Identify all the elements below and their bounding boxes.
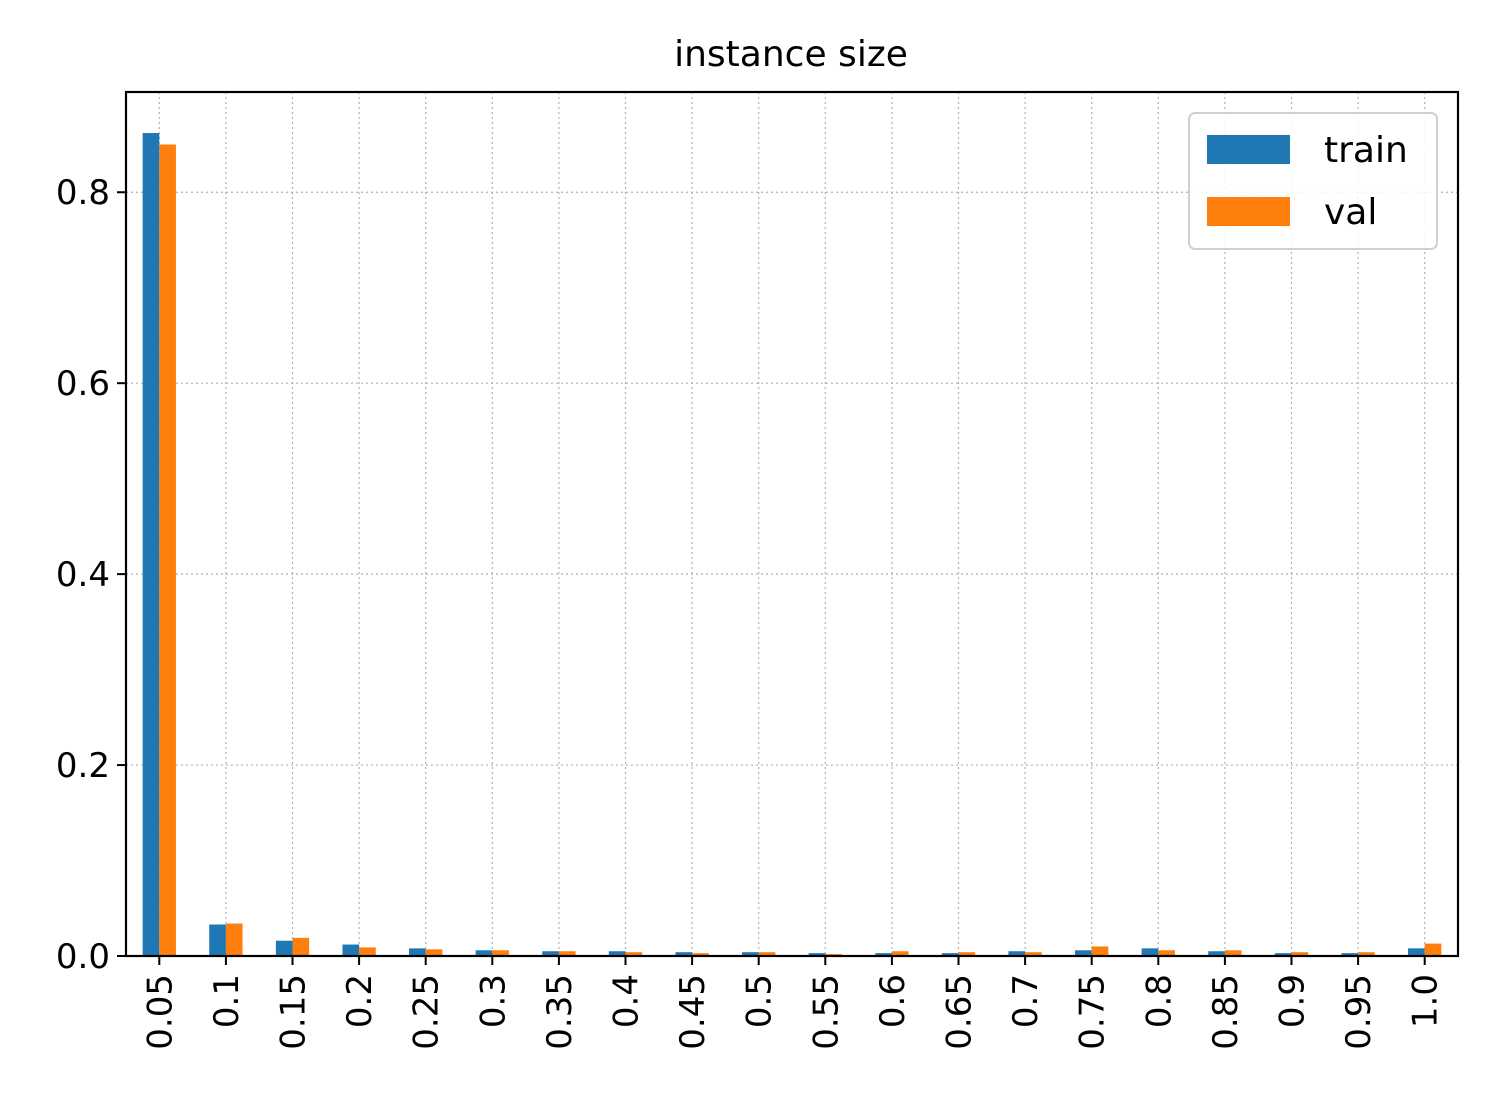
x-tick-label: 0.35 [540, 974, 580, 1050]
bar-val-0.25 [425, 949, 443, 956]
bar-train-0.2 [342, 944, 360, 956]
x-tick-label: 0.1 [207, 974, 247, 1028]
legend: train val [1188, 112, 1438, 250]
x-tick-label: 0.8 [1139, 974, 1179, 1028]
bar-train-0.25 [409, 948, 426, 956]
x-tick-label: 0.9 [1273, 974, 1313, 1028]
x-tick-label: 0.3 [473, 974, 513, 1028]
bar-train-0.35 [542, 951, 559, 956]
bar-train-0.3 [475, 950, 493, 956]
bar-val-0.8 [1158, 950, 1175, 956]
x-tick-label: 0.5 [740, 974, 780, 1028]
bar-val-0.6 [891, 951, 909, 956]
bar-val-1.0 [1424, 943, 1442, 956]
bar-val-0.5 [758, 952, 776, 956]
bar-train-0.5 [742, 952, 759, 956]
bar-train-0.85 [1208, 951, 1225, 956]
y-tick-label: 0.0 [56, 937, 110, 977]
chart-title: instance size [674, 34, 908, 75]
bar-train-0.15 [275, 940, 293, 956]
plot-frame [124, 90, 1460, 958]
x-tick-label: 0.85 [1206, 974, 1246, 1050]
x-tick-label: 0.05 [140, 974, 180, 1050]
x-tick-label: 0.25 [407, 974, 447, 1050]
bar-train-0.9 [1274, 953, 1292, 956]
x-tick-label: 0.75 [1073, 974, 1113, 1050]
legend-swatch-train [1207, 135, 1290, 164]
bar-val-0.35 [558, 951, 576, 956]
x-tick-label: 0.15 [274, 974, 314, 1050]
y-tick-label: 0.2 [56, 746, 110, 786]
bar-train-0.95 [1341, 953, 1359, 956]
bar-train-0.65 [941, 953, 959, 956]
x-tick-label: 0.6 [873, 974, 913, 1028]
bar-train-0.7 [1008, 951, 1026, 956]
bar-val-0.9 [1291, 952, 1309, 956]
y-tick-label: 0.8 [56, 173, 110, 213]
legend-swatch-val [1207, 197, 1290, 226]
bar-val-0.15 [292, 937, 310, 956]
bar-val-0.85 [1224, 950, 1242, 956]
x-tick-label: 0.7 [1006, 974, 1046, 1028]
bar-train-0.1 [209, 924, 226, 956]
bar-val-0.3 [492, 950, 509, 956]
bar-train-0.55 [808, 953, 826, 956]
bar-train-0.05 [142, 133, 160, 956]
bar-train-0.75 [1075, 950, 1092, 956]
x-tick-label: 0.65 [940, 974, 980, 1050]
x-tick-label: 1.0 [1406, 974, 1446, 1028]
y-tick-label: 0.4 [56, 555, 110, 595]
x-tick-label: 0.4 [607, 974, 647, 1028]
bar-train-0.4 [608, 951, 626, 956]
bar-train-0.6 [875, 953, 892, 956]
bar-val-0.05 [159, 144, 176, 956]
bar-val-0.1 [225, 923, 243, 956]
bar-train-1.0 [1408, 948, 1425, 956]
x-axis: 0.05 0.1 0.15 0.2 0.25 0.3 0.35 0.4 0.45 0.5 0.55 0… [140, 956, 1446, 1050]
bar-val-0.95 [1358, 952, 1375, 956]
legend-label-train: train [1324, 130, 1408, 171]
y-tick-label: 0.6 [56, 364, 110, 404]
bars [142, 133, 1442, 956]
bar-val-0.7 [1025, 952, 1042, 956]
x-tick-label: 0.95 [1339, 974, 1379, 1050]
bar-val-0.75 [1091, 946, 1109, 956]
x-tick-label: 0.45 [673, 974, 713, 1050]
x-tick-label: 0.55 [806, 974, 846, 1050]
bar-val-0.65 [958, 952, 976, 956]
x-tick-label: 0.2 [340, 974, 380, 1028]
bar-train-0.45 [675, 952, 693, 956]
bar-train-0.8 [1141, 948, 1159, 956]
bar-val-0.4 [625, 952, 643, 956]
bar-val-0.2 [359, 947, 376, 956]
legend-label-val: val [1324, 192, 1377, 233]
bar-val-0.45 [692, 953, 709, 956]
y-axis: 0.0 0.2 0.4 0.6 0.8 [56, 173, 126, 977]
